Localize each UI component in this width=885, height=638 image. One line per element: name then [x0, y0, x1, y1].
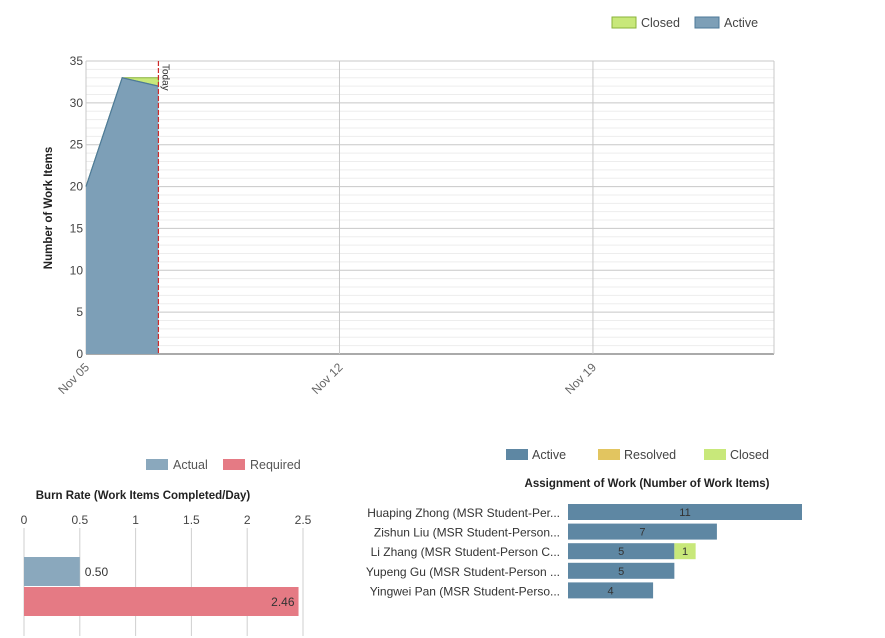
active-segment: [568, 504, 802, 520]
burndown-areas: Today: [85, 61, 170, 354]
y-tick-label: 35: [70, 54, 84, 68]
actual-bar: [24, 557, 80, 586]
resolved-legend-swatch: [598, 449, 620, 460]
active-legend-label: Active: [532, 448, 566, 462]
actual-bar-label: 0.50: [85, 565, 109, 579]
resolved-legend-label: Resolved: [624, 448, 676, 462]
assignment-category-label: Huaping Zhong (MSR Student-Per...: [367, 506, 560, 520]
segment-value-label: 5: [618, 546, 624, 558]
actual-legend-label: Actual: [173, 458, 208, 472]
segment-value-label: 7: [639, 527, 645, 539]
burndown-y-axis-label: Number of Work Items: [43, 147, 55, 269]
active-segment: [568, 523, 717, 540]
active-legend-swatch: [694, 16, 720, 29]
actual-legend-swatch: [146, 459, 168, 470]
active-segment: [568, 562, 675, 579]
x-tick-label: Nov 19: [562, 360, 599, 397]
burndown-chart: Today 0 5 10 15 20 25 30 35 Nov 05 Nov 12 Nov 19 C…: [43, 16, 775, 397]
burn-rate-title: Burn Rate (Work Items Completed/Day): [36, 490, 251, 502]
y-tick-label: 25: [70, 138, 84, 152]
burndown-gridlines: [85, 60, 775, 355]
burn-rate-x-tick: 1: [132, 513, 139, 527]
burn-rate-chart: Burn Rate (Work Items Completed/Day) 0 0.…: [21, 458, 312, 636]
required-legend-swatch: [223, 459, 245, 470]
segment-value-label: 1: [682, 546, 688, 558]
y-tick-label: 30: [70, 96, 84, 110]
active-segment: [568, 543, 675, 560]
assignment-category-label: Yupeng Gu (MSR Student-Person ...: [366, 565, 560, 579]
active-line: [85, 77, 159, 187]
x-tick-label: Nov 12: [309, 360, 346, 397]
burn-rate-x-tick: 2: [244, 513, 251, 527]
assignment-chart: Assignment of Work (Number of Work Items…: [366, 448, 802, 599]
assignment-category-label: Yingwei Pan (MSR Student-Perso...: [370, 584, 560, 598]
x-tick-label: Nov 05: [55, 360, 92, 397]
burn-rate-x-tick: 0.5: [71, 513, 88, 527]
active-area: [86, 77, 159, 354]
active-legend-label: Active: [724, 16, 758, 30]
required-bar-label: 2.46: [271, 595, 295, 609]
closed-legend-swatch: [704, 449, 726, 460]
closed-legend-label: Closed: [730, 448, 769, 462]
burn-rate-x-tick: 0: [21, 513, 28, 527]
active-legend-swatch: [506, 449, 528, 460]
required-legend-label: Required: [250, 458, 301, 472]
closed-legend-swatch: [611, 16, 637, 29]
assignment-title: Assignment of Work (Number of Work Items…: [525, 478, 770, 490]
segment-value-label: 11: [679, 507, 690, 519]
y-tick-label: 0: [76, 347, 83, 361]
closed-segment: [674, 543, 696, 560]
assignment-category-label: Zishun Liu (MSR Student-Person...: [374, 526, 560, 540]
assignment-category-label: Li Zhang (MSR Student-Person C...: [371, 545, 560, 559]
y-tick-label: 20: [70, 180, 84, 194]
segment-value-label: 5: [618, 566, 624, 578]
y-tick-label: 10: [70, 263, 84, 277]
today-marker-label: Today: [159, 64, 170, 91]
burndown-legend[interactable]: Closed Active: [611, 16, 758, 30]
burn-rate-x-tick: 2.5: [295, 513, 312, 527]
required-bar: [24, 587, 299, 616]
y-tick-label: 5: [76, 305, 83, 319]
segment-value-label: 4: [607, 585, 613, 597]
y-tick-label: 15: [70, 221, 84, 235]
burn-rate-x-tick: 1.5: [183, 513, 200, 527]
closed-legend-label: Closed: [641, 16, 680, 30]
active-segment: [568, 582, 654, 599]
